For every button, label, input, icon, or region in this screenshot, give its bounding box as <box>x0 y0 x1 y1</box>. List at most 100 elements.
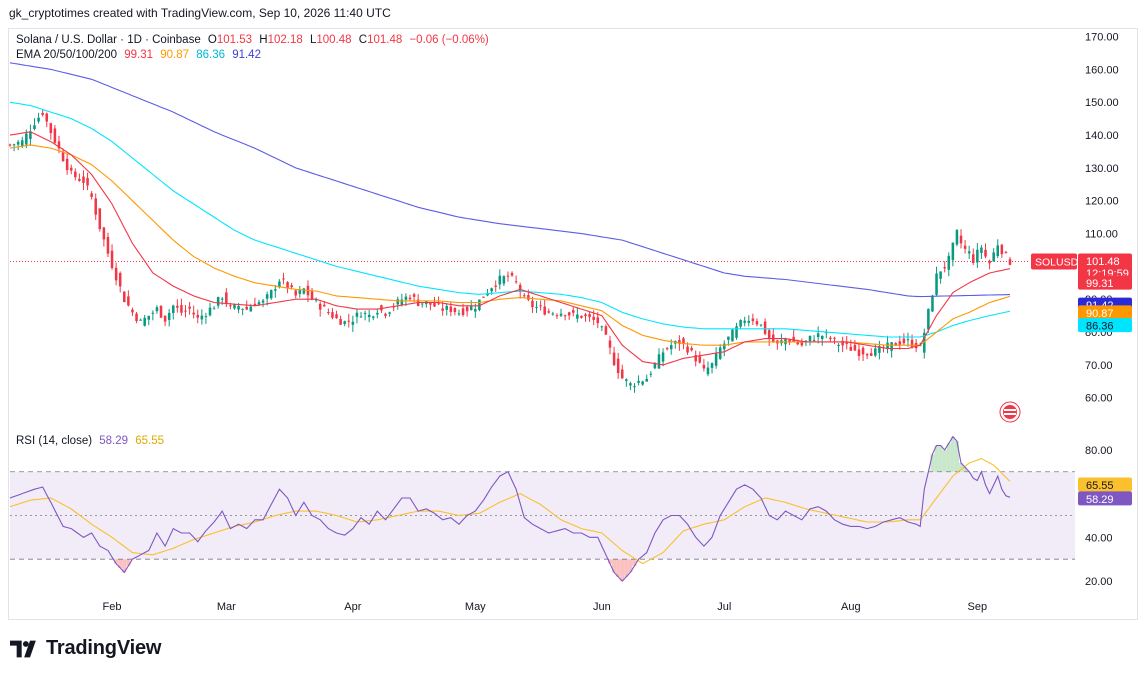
candle <box>188 301 191 315</box>
candle <box>1000 243 1004 258</box>
candle-body <box>49 123 53 134</box>
candle <box>555 313 559 319</box>
candle-body <box>702 364 706 369</box>
candle-body <box>620 369 624 379</box>
rsi-oversold-fill <box>114 559 637 582</box>
candle <box>445 303 448 316</box>
candle-body <box>718 347 722 359</box>
candle <box>682 336 685 350</box>
candle-body <box>767 330 771 339</box>
time-tick-label: Apr <box>344 601 361 613</box>
candle-body <box>727 336 730 340</box>
ema20-line <box>9 131 1011 366</box>
time-tick-label: Mar <box>217 601 236 613</box>
candle-body <box>694 355 697 362</box>
candle-body <box>12 144 16 146</box>
candle <box>657 348 661 369</box>
candle-body <box>710 363 714 368</box>
price-axis: 170.00 160.00 150.00 140.00 130.00 120.00 110.… <box>1085 32 1119 588</box>
candle-body <box>563 315 567 317</box>
candle-body <box>351 321 355 325</box>
candle-body <box>384 313 387 316</box>
candle-body <box>600 326 604 328</box>
candle-body <box>184 310 187 312</box>
candle-body <box>94 198 97 215</box>
candle <box>772 327 775 343</box>
tradingview-logo[interactable]: TradingView <box>10 637 161 660</box>
candle-body <box>323 304 326 307</box>
candle-body <box>747 320 751 323</box>
candle-body <box>433 302 436 307</box>
candle <box>155 305 159 314</box>
candle <box>759 324 763 327</box>
candle <box>784 337 787 351</box>
candle <box>841 336 844 353</box>
candle-body <box>874 348 877 356</box>
candle <box>576 307 579 323</box>
price-tick-label: 160.00 <box>1085 64 1119 76</box>
candle-body <box>204 316 208 318</box>
candle <box>396 296 400 310</box>
candle-body <box>910 339 914 348</box>
candle-body <box>429 302 432 305</box>
symbol-legend[interactable]: Solana / U.S. Dollar · 1D · Coinbase O10… <box>16 34 493 46</box>
candle <box>69 164 73 175</box>
candle <box>559 308 563 318</box>
candle-body <box>106 236 110 254</box>
symbol-title[interactable]: Solana / U.S. Dollar · 1D · Coinbase <box>16 34 201 46</box>
candle <box>1008 256 1012 266</box>
price-tick-label: 110.00 <box>1085 229 1118 241</box>
candle-body <box>143 317 146 326</box>
candle <box>767 328 771 346</box>
candle <box>694 350 697 367</box>
candle-body <box>135 313 138 322</box>
ema50-tag-text: 90.87 <box>1086 308 1114 320</box>
candle-body <box>441 308 444 311</box>
event-flag-icon[interactable] <box>999 401 1021 423</box>
rsi-ma-tag-text: 65.55 <box>1086 480 1114 492</box>
symbol-tag-bg <box>1031 253 1077 270</box>
ema-legend[interactable]: EMA 20/50/100/200 99.31 90.87 86.36 91.4… <box>16 49 265 61</box>
candle-body <box>865 354 869 356</box>
candle <box>629 381 632 391</box>
candle <box>567 311 571 320</box>
candle <box>420 303 424 308</box>
candle <box>976 243 979 268</box>
candle-body <box>649 373 653 375</box>
candle <box>641 380 644 386</box>
rsi-legend[interactable]: RSI (14, close) 58.29 65.55 <box>16 435 168 447</box>
candle-body <box>347 320 351 322</box>
candle-body <box>298 289 302 294</box>
candle-body <box>714 353 718 366</box>
candle <box>845 336 848 350</box>
candle <box>857 343 861 361</box>
candle <box>853 340 857 352</box>
candle <box>49 122 53 140</box>
ema20-tag-bg <box>1078 275 1132 290</box>
candle-body <box>816 333 820 338</box>
candle-body <box>274 289 277 291</box>
candle <box>996 239 1000 259</box>
candle-body <box>318 303 322 310</box>
candle <box>886 335 889 354</box>
candle <box>90 190 93 200</box>
candle <box>135 311 138 324</box>
candle <box>167 308 171 327</box>
price-tick-label: 170.00 <box>1085 32 1119 44</box>
ema-label[interactable]: EMA 20/50/100/200 <box>16 49 118 61</box>
candle-body <box>723 343 726 350</box>
ema100-value: 86.36 <box>196 49 225 61</box>
candle-body <box>127 296 130 306</box>
candle <box>441 301 444 316</box>
candle-body <box>408 297 412 300</box>
candle-body <box>792 336 795 342</box>
candle <box>543 299 546 316</box>
candle-body <box>139 319 142 321</box>
rsi-label[interactable]: RSI (14, close) <box>16 435 93 447</box>
candle-body <box>367 314 371 318</box>
candle <box>16 139 20 151</box>
candle-body <box>25 133 28 145</box>
candle-body <box>967 251 971 254</box>
candle-body <box>490 288 493 292</box>
